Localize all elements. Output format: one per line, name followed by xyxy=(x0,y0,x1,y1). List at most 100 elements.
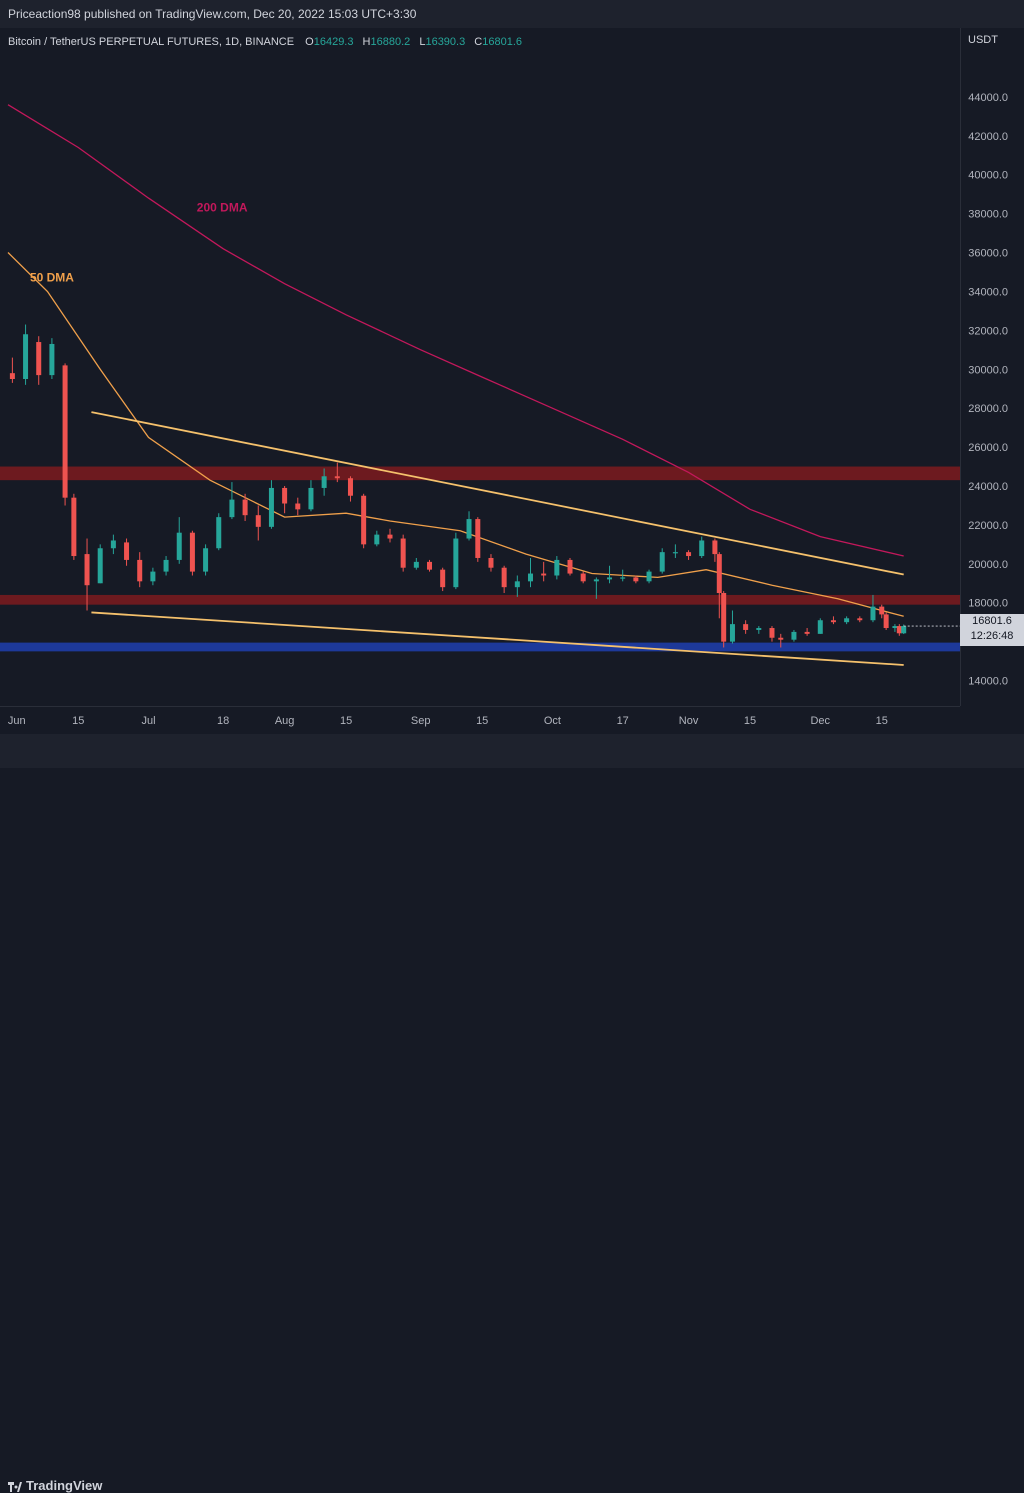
footer-bar: TradingView xyxy=(0,734,1024,1493)
candle-body xyxy=(901,626,907,634)
x-tick-label: 18 xyxy=(217,715,229,727)
candle-body xyxy=(672,552,678,554)
candle-body xyxy=(137,559,143,582)
candle-body xyxy=(778,637,784,640)
symbol-title: Bitcoin / TetherUS PERPETUAL FUTURES, 1D… xyxy=(8,36,295,48)
close-value: 16801.6 xyxy=(482,36,522,48)
low-label: L xyxy=(419,36,426,48)
candle-body xyxy=(229,499,235,518)
x-tick-label: Jun xyxy=(8,715,26,727)
candle-body xyxy=(295,503,301,510)
candle-body xyxy=(321,476,327,488)
candle-body xyxy=(756,628,762,630)
x-tick-label: 15 xyxy=(876,715,888,727)
candle-body xyxy=(514,581,520,588)
candle-body xyxy=(488,557,494,568)
top-bar: Priceaction98 published on TradingView.c… xyxy=(0,0,1024,28)
candle-body xyxy=(163,559,169,572)
price-axis[interactable] xyxy=(960,28,1024,706)
candle-body xyxy=(427,561,433,570)
candle-body xyxy=(857,618,863,621)
y-tick-label: 20000.0 xyxy=(968,559,1008,571)
candle-body xyxy=(203,548,209,572)
candle-body xyxy=(9,373,15,379)
publish-info: Priceaction98 published on TradingView.c… xyxy=(8,7,417,21)
brand-name: TradingView xyxy=(26,1478,103,1493)
candle-body xyxy=(387,534,393,539)
open-label: O xyxy=(305,36,314,48)
candle-body xyxy=(36,342,42,376)
last-price-tag: 16801.6 12:26:48 xyxy=(960,614,1024,646)
candle-body xyxy=(527,573,533,582)
candle-body xyxy=(268,487,274,527)
candle-body xyxy=(84,554,90,586)
time-axis[interactable] xyxy=(0,706,960,735)
candle-body xyxy=(501,567,507,588)
candle-body xyxy=(646,571,652,582)
candle-body xyxy=(883,614,889,629)
annotation-label: 200 DMA xyxy=(197,201,248,215)
candle-body xyxy=(62,365,68,498)
x-tick-label: Jul xyxy=(141,715,155,727)
x-tick-label: Aug xyxy=(275,715,295,727)
candle-body xyxy=(633,577,639,582)
y-tick-label: 36000.0 xyxy=(968,248,1008,260)
currency-label: USDT xyxy=(968,34,998,46)
low-value: 16390.3 xyxy=(425,36,466,48)
annotation-label: 50 DMA xyxy=(30,271,74,285)
candle-body xyxy=(189,532,195,572)
candle-body xyxy=(567,559,573,574)
trendline-lower xyxy=(91,611,904,666)
y-tick-label: 18000.0 xyxy=(968,598,1008,610)
candle-body xyxy=(743,624,749,630)
candle-body xyxy=(440,569,446,588)
y-tick-label: 30000.0 xyxy=(968,364,1008,376)
plot-area[interactable] xyxy=(0,28,960,706)
candle-body xyxy=(721,593,727,642)
candle-body xyxy=(659,552,665,572)
candle-body xyxy=(242,499,248,516)
high-value: 16880.2 xyxy=(370,36,411,48)
candle-body xyxy=(176,532,182,560)
y-tick-label: 40000.0 xyxy=(968,170,1008,182)
x-tick-label: Dec xyxy=(810,715,830,727)
zone-resistance xyxy=(0,466,960,481)
x-tick-label: 15 xyxy=(744,715,756,727)
candle-body xyxy=(554,559,560,576)
y-tick-label: 26000.0 xyxy=(968,442,1008,454)
candle-body xyxy=(466,519,472,539)
zone-support-mid xyxy=(0,594,960,605)
y-tick-label: 22000.0 xyxy=(968,520,1008,532)
candle-body xyxy=(413,561,419,568)
x-tick-label: 17 xyxy=(617,715,629,727)
candle-body xyxy=(453,538,459,588)
candle-body xyxy=(817,620,823,634)
candle-body xyxy=(593,579,599,582)
y-tick-label: 42000.0 xyxy=(968,131,1008,143)
candle-body xyxy=(374,534,380,545)
y-tick-label: 28000.0 xyxy=(968,403,1008,415)
y-tick-label: 24000.0 xyxy=(968,481,1008,493)
candle-body xyxy=(347,478,353,496)
candle-body xyxy=(892,626,898,629)
last-price: 16801.6 xyxy=(972,615,1012,627)
candle-body xyxy=(361,495,367,545)
candle-body xyxy=(896,626,902,634)
candle-body xyxy=(804,631,810,634)
candle-body xyxy=(699,540,705,557)
x-tick-label: 15 xyxy=(340,715,352,727)
candle-countdown: 12:26:48 xyxy=(970,630,1014,642)
candle-body xyxy=(110,540,116,549)
zone-support-low xyxy=(0,642,960,652)
candle-body xyxy=(541,573,547,576)
brand[interactable]: TradingView xyxy=(8,1478,102,1493)
candle-body xyxy=(150,571,156,582)
high-label: H xyxy=(362,36,371,48)
x-tick-label: 15 xyxy=(476,715,488,727)
candle-body xyxy=(334,476,340,479)
candle-body xyxy=(255,515,261,527)
candle-body xyxy=(580,573,586,582)
candle-body xyxy=(124,542,130,560)
candle-body xyxy=(686,552,692,557)
x-tick-label: 15 xyxy=(72,715,84,727)
